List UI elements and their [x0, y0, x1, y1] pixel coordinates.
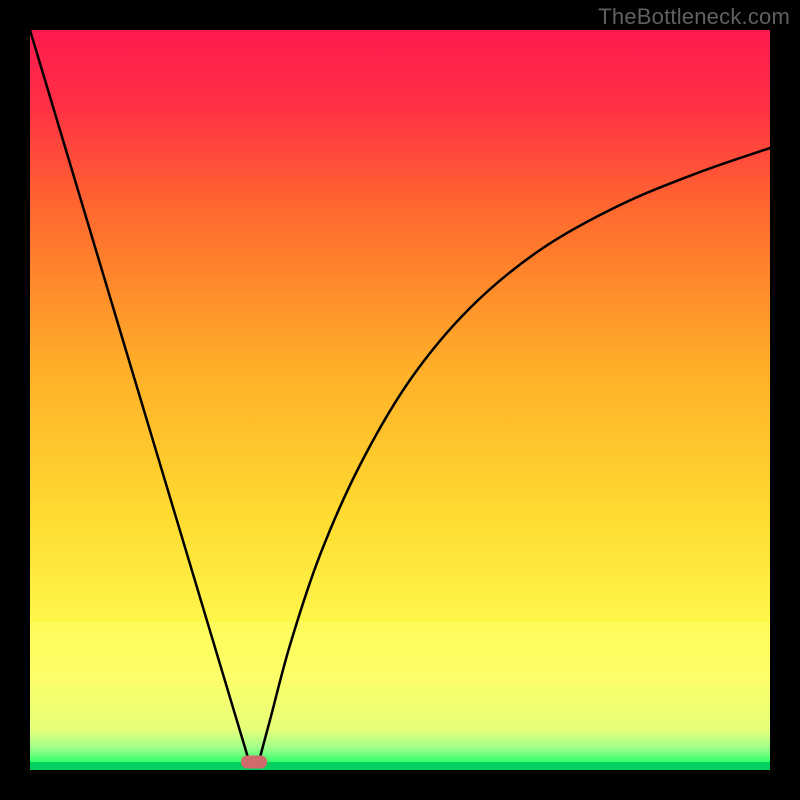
- optimal-marker: [241, 756, 267, 769]
- curve-svg: [30, 30, 770, 770]
- outer-frame: TheBottleneck.com: [0, 0, 800, 800]
- plot-area: [30, 30, 770, 770]
- curve-left-branch: [30, 30, 249, 761]
- watermark-text: TheBottleneck.com: [598, 4, 790, 30]
- curve-right-branch: [259, 148, 770, 761]
